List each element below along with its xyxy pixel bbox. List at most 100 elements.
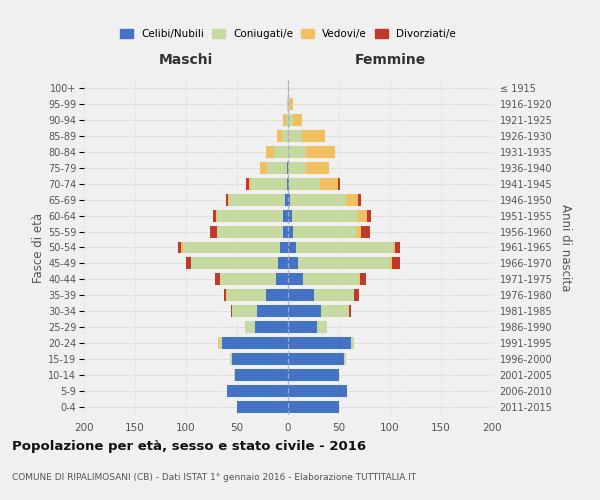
Bar xyxy=(228,194,229,205)
Bar xyxy=(288,226,293,237)
Bar xyxy=(307,162,329,173)
Bar xyxy=(288,242,296,254)
Bar xyxy=(251,178,287,190)
Bar xyxy=(390,258,392,270)
Bar xyxy=(288,337,351,349)
Bar xyxy=(292,210,358,222)
Bar xyxy=(288,258,298,270)
Bar xyxy=(393,242,395,254)
Bar xyxy=(215,274,220,285)
Bar xyxy=(392,258,400,270)
Bar xyxy=(249,178,251,190)
Bar xyxy=(246,178,249,190)
Bar xyxy=(288,162,307,173)
Bar xyxy=(245,322,256,333)
Bar xyxy=(266,146,274,158)
Bar xyxy=(395,242,400,254)
Bar xyxy=(227,290,266,302)
Bar xyxy=(288,401,339,413)
Text: Maschi: Maschi xyxy=(159,53,213,67)
Bar xyxy=(234,369,235,381)
Bar xyxy=(257,306,288,318)
Bar xyxy=(230,353,232,365)
Bar xyxy=(288,274,304,285)
Bar xyxy=(288,322,317,333)
Bar xyxy=(288,82,289,94)
Bar xyxy=(220,274,276,285)
Bar xyxy=(286,114,288,126)
Bar xyxy=(283,226,288,237)
Bar xyxy=(229,194,285,205)
Bar xyxy=(212,210,215,222)
Bar xyxy=(186,258,191,270)
Bar xyxy=(288,146,307,158)
Bar xyxy=(293,114,302,126)
Bar xyxy=(235,369,288,381)
Bar xyxy=(288,385,347,397)
Bar xyxy=(288,178,289,190)
Y-axis label: Anni di nascita: Anni di nascita xyxy=(559,204,572,291)
Bar xyxy=(293,226,356,237)
Bar xyxy=(361,226,370,237)
Bar xyxy=(287,98,288,110)
Bar xyxy=(288,369,339,381)
Bar xyxy=(224,290,226,302)
Bar xyxy=(283,114,286,126)
Bar xyxy=(302,130,325,142)
Bar xyxy=(232,306,257,318)
Bar xyxy=(288,194,290,205)
Bar xyxy=(181,242,183,254)
Bar xyxy=(280,242,288,254)
Bar xyxy=(287,178,288,190)
Bar xyxy=(289,178,320,190)
Y-axis label: Fasce di età: Fasce di età xyxy=(32,212,45,282)
Bar xyxy=(276,274,288,285)
Bar xyxy=(178,242,181,254)
Bar xyxy=(232,353,288,365)
Bar xyxy=(344,353,346,365)
Bar xyxy=(320,306,349,318)
Bar xyxy=(356,226,361,237)
Bar xyxy=(227,385,288,397)
Bar xyxy=(274,146,288,158)
Bar xyxy=(355,290,359,302)
Bar xyxy=(314,290,355,302)
Bar xyxy=(211,226,217,237)
Bar xyxy=(338,178,340,190)
Bar xyxy=(290,98,293,110)
Bar xyxy=(283,210,288,222)
Bar xyxy=(349,306,351,318)
Bar xyxy=(215,210,217,222)
Text: COMUNE DI RIPALIMOSANI (CB) - Dati ISTAT 1° gennaio 2016 - Elaborazione TUTTITAL: COMUNE DI RIPALIMOSANI (CB) - Dati ISTAT… xyxy=(12,473,416,482)
Bar xyxy=(359,274,361,285)
Bar xyxy=(278,258,288,270)
Bar xyxy=(304,274,359,285)
Bar xyxy=(358,210,367,222)
Bar xyxy=(226,194,228,205)
Bar xyxy=(288,290,314,302)
Bar xyxy=(367,210,371,222)
Bar xyxy=(217,226,283,237)
Bar xyxy=(288,306,320,318)
Bar xyxy=(218,337,222,349)
Bar xyxy=(226,290,227,302)
Bar xyxy=(287,162,288,173)
Legend: Celibi/Nubili, Coniugati/e, Vedovi/e, Divorziati/e: Celibi/Nubili, Coniugati/e, Vedovi/e, Di… xyxy=(116,25,460,43)
Text: Popolazione per età, sesso e stato civile - 2016: Popolazione per età, sesso e stato civil… xyxy=(12,440,366,453)
Bar xyxy=(266,162,287,173)
Bar xyxy=(256,322,288,333)
Bar xyxy=(351,337,355,349)
Bar xyxy=(260,162,266,173)
Bar xyxy=(277,130,282,142)
Bar xyxy=(317,322,327,333)
Bar xyxy=(298,258,390,270)
Bar xyxy=(288,114,293,126)
Bar xyxy=(191,258,278,270)
Bar xyxy=(358,194,361,205)
Bar xyxy=(231,306,232,318)
Bar xyxy=(282,130,288,142)
Bar xyxy=(217,210,283,222)
Bar xyxy=(285,194,288,205)
Bar xyxy=(288,98,290,110)
Bar xyxy=(288,353,344,365)
